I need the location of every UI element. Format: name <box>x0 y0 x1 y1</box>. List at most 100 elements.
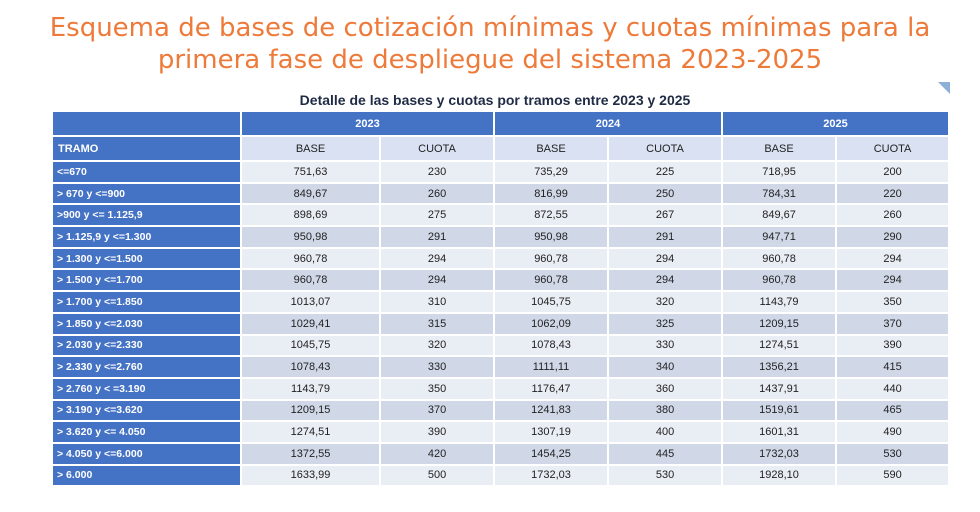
tramo-cell: > 3.190 y <=3.620 <box>53 399 242 423</box>
cuota-2024-cell: 380 <box>608 399 724 423</box>
cuota-2023-cell: 330 <box>380 356 496 379</box>
cuota-2025-cell: 294 <box>836 247 951 271</box>
base-2024-cell: 872,55 <box>494 204 610 228</box>
base-2024-cell: 735,29 <box>494 161 610 184</box>
base-header: BASE <box>241 136 381 162</box>
base-2025-cell: 1356,21 <box>722 356 838 379</box>
base-2024-cell: 1111,11 <box>494 356 610 379</box>
base-2025-cell: 947,71 <box>722 226 838 249</box>
page-title: Esquema de bases de cotización mínimas y… <box>0 12 980 76</box>
cuota-2023-cell: 370 <box>380 399 496 423</box>
base-2023-cell: 1209,15 <box>241 399 381 423</box>
base-header: BASE <box>494 136 610 162</box>
base-2024-cell: 1241,83 <box>494 399 610 423</box>
year-header-2025: 2025 <box>722 112 951 137</box>
tramo-cell: > 2.030 y <=2.330 <box>53 334 242 358</box>
cuota-2024-cell: 294 <box>608 269 724 293</box>
base-2024-cell: 1176,47 <box>494 377 610 401</box>
base-2024-cell: 950,98 <box>494 226 610 249</box>
cuota-2024-cell: 325 <box>608 312 724 336</box>
cuota-2023-cell: 315 <box>380 312 496 336</box>
tramo-cell: > 670 y <=900 <box>53 182 242 206</box>
cuota-2023-cell: 275 <box>380 204 496 228</box>
base-2025-cell: 1601,31 <box>722 421 838 444</box>
base-2024-cell: 1062,09 <box>494 312 610 336</box>
base-2023-cell: 1372,55 <box>241 442 381 466</box>
base-2024-cell: 1078,43 <box>494 334 610 358</box>
tramo-cell: > 1.300 y <=1.500 <box>53 247 242 271</box>
cuota-2025-cell: 490 <box>836 421 951 444</box>
year-header-2024: 2024 <box>494 112 724 137</box>
table-row: > 1.850 y <=2.030 1029,41 315 1062,09 325 120… <box>53 312 951 336</box>
cuota-2023-cell: 390 <box>380 421 496 444</box>
base-2024-cell: 1045,75 <box>494 291 610 314</box>
cuota-2023-cell: 230 <box>380 161 496 184</box>
table-row: > 2.760 y < =3.190 1143,79 350 1176,47 360 14… <box>53 377 951 401</box>
tramo-cell: > 1.500 y <=1.700 <box>53 269 242 293</box>
tramo-cell: > 6.000 <box>53 464 242 488</box>
cuota-2023-cell: 310 <box>380 291 496 314</box>
title-line-2: primera fase de despliegue del sistema 2… <box>157 45 823 75</box>
base-2025-cell: 1519,61 <box>722 399 838 423</box>
cuota-header: CUOTA <box>380 136 496 162</box>
cuota-2023-cell: 350 <box>380 377 496 401</box>
cuota-2025-cell: 415 <box>836 356 951 379</box>
base-2023-cell: 751,63 <box>241 161 381 184</box>
base-2025-cell: 1732,03 <box>722 442 838 466</box>
base-2023-cell: 1633,99 <box>241 464 381 488</box>
tramo-cell: > 1.850 y <=2.030 <box>53 312 242 336</box>
cuota-2024-cell: 445 <box>608 442 724 466</box>
corner-triangle-decoration <box>938 82 950 94</box>
base-2024-cell: 1454,25 <box>494 442 610 466</box>
base-2025-cell: 784,31 <box>722 182 838 206</box>
cuota-2024-cell: 225 <box>608 161 724 184</box>
base-2023-cell: 960,78 <box>241 247 381 271</box>
tramo-cell: >900 y <= 1.125,9 <box>53 204 242 228</box>
cuota-2023-cell: 294 <box>380 247 496 271</box>
base-2023-cell: 1078,43 <box>241 356 381 379</box>
tramo-cell: > 2.760 y < =3.190 <box>53 377 242 401</box>
base-2024-cell: 1307,19 <box>494 421 610 444</box>
cuota-2023-cell: 420 <box>380 442 496 466</box>
cuota-2024-cell: 320 <box>608 291 724 314</box>
table-row: >900 y <= 1.125,9 898,69 275 872,55 267 849,6… <box>53 204 951 228</box>
cuota-2024-cell: 530 <box>608 464 724 488</box>
tramo-cell: > 1.700 y <=1.850 <box>53 291 242 314</box>
table-subtitle: Detalle de las bases y cuotas por tramos… <box>299 92 691 108</box>
table-row: <=670 751,63 230 735,29 225 718,95 200 <box>53 161 951 184</box>
cuota-2024-cell: 330 <box>608 334 724 358</box>
tramo-cell: > 4.050 y <=6.000 <box>53 442 242 466</box>
cuota-2025-cell: 220 <box>836 182 951 206</box>
table-row: > 670 y <=900 849,67 260 816,99 250 784,31 220 <box>53 182 951 206</box>
table-row: > 6.000 1633,99 500 1732,03 530 1928,10 590 <box>53 464 951 488</box>
base-2023-cell: 1013,07 <box>241 291 381 314</box>
table-row: > 4.050 y <=6.000 1372,55 420 1454,25 445 173… <box>53 442 951 466</box>
cuota-2024-cell: 267 <box>608 204 724 228</box>
table-row: > 1.300 y <=1.500 960,78 294 960,78 294 960,7… <box>53 247 951 271</box>
base-2023-cell: 1274,51 <box>241 421 381 444</box>
cuota-header: CUOTA <box>836 136 951 162</box>
base-2025-cell: 1274,51 <box>722 334 838 358</box>
cuota-2025-cell: 590 <box>836 464 951 488</box>
base-2025-cell: 849,67 <box>722 204 838 228</box>
cuota-2025-cell: 530 <box>836 442 951 466</box>
cuota-2024-cell: 250 <box>608 182 724 206</box>
cuota-2025-cell: 390 <box>836 334 951 358</box>
base-2023-cell: 950,98 <box>241 226 381 249</box>
base-2024-cell: 960,78 <box>494 247 610 271</box>
base-header: BASE <box>722 136 838 162</box>
base-2024-cell: 1732,03 <box>494 464 610 488</box>
cuota-2025-cell: 440 <box>836 377 951 401</box>
base-2023-cell: 898,69 <box>241 204 381 228</box>
base-2025-cell: 960,78 <box>722 247 838 271</box>
tramo-cell: <=670 <box>53 161 242 184</box>
cuota-2025-cell: 290 <box>836 226 951 249</box>
cuota-2023-cell: 291 <box>380 226 496 249</box>
cuota-2024-cell: 294 <box>608 247 724 271</box>
bases-cuotas-table: 2023 2024 2025 TRAMO BASE CUOTA BASE CUO… <box>53 112 951 488</box>
year-header-2023: 2023 <box>241 112 496 137</box>
cuota-2024-cell: 400 <box>608 421 724 444</box>
cuota-2025-cell: 350 <box>836 291 951 314</box>
cuota-2025-cell: 370 <box>836 312 951 336</box>
cuota-2023-cell: 294 <box>380 269 496 293</box>
